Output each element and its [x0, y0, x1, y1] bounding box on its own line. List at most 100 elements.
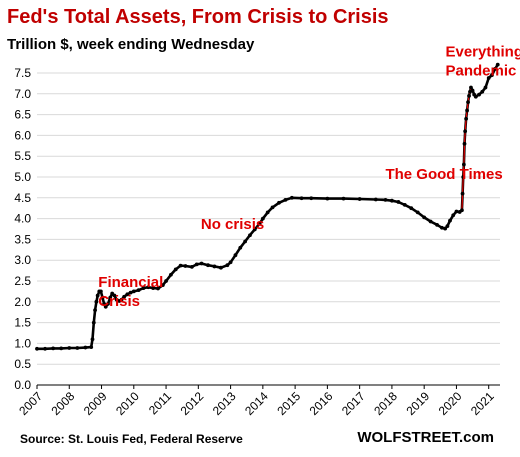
- data-point: [309, 196, 314, 201]
- data-point: [100, 295, 105, 300]
- x-tick-label: 2019: [403, 389, 432, 418]
- data-point: [194, 262, 199, 267]
- x-tick-label: 2015: [274, 389, 303, 418]
- data-point: [422, 215, 427, 220]
- data-point: [325, 196, 330, 201]
- x-tick-label: 2009: [81, 389, 110, 418]
- data-point: [75, 346, 80, 350]
- annotation-label: Pandemic: [445, 62, 516, 79]
- data-point: [228, 260, 233, 265]
- data-point: [435, 222, 439, 227]
- chart-subtitle: Trillion $, week ending Wednesday: [7, 36, 255, 53]
- data-point: [383, 197, 388, 202]
- data-point: [493, 66, 498, 71]
- x-tick-label: 2014: [242, 389, 271, 418]
- annotation-label: The Good Times: [385, 166, 502, 183]
- data-point: [141, 286, 146, 290]
- data-point: [51, 346, 56, 351]
- data-point: [463, 129, 468, 134]
- data-point: [289, 195, 294, 200]
- data-point: [473, 94, 478, 99]
- data-point: [270, 205, 275, 210]
- data-point: [168, 272, 173, 277]
- x-tick-label: 2007: [16, 389, 45, 418]
- y-tick-label: 2.5: [14, 274, 31, 288]
- data-point: [409, 206, 414, 211]
- data-point: [108, 295, 113, 300]
- data-point: [357, 197, 362, 201]
- gridlines: [37, 72, 500, 386]
- data-point: [35, 346, 39, 351]
- data-point: [173, 267, 178, 272]
- x-tick-label: 2010: [113, 389, 142, 418]
- data-point: [136, 288, 141, 293]
- data-point: [495, 62, 500, 67]
- data-point: [480, 89, 485, 94]
- y-tick-label: 3.5: [14, 232, 31, 246]
- data-point: [265, 210, 270, 215]
- data-point: [128, 290, 133, 295]
- data-point: [212, 264, 217, 269]
- data-point: [93, 308, 97, 313]
- data-point: [94, 299, 99, 304]
- chart-title: Fed's Total Assets, From Crisis to Crisi…: [7, 6, 389, 28]
- data-point: [112, 293, 117, 298]
- data-point: [83, 345, 88, 350]
- data-point: [233, 253, 238, 258]
- data-point: [428, 219, 433, 224]
- data-point: [445, 224, 450, 228]
- y-tick-label: 1.5: [14, 316, 31, 330]
- data-point: [91, 320, 96, 325]
- x-tick-label: 2013: [210, 389, 239, 418]
- brand-label: WOLFSTREET.com: [357, 429, 494, 446]
- data-point: [440, 225, 444, 230]
- data-point: [98, 289, 103, 294]
- y-tick-label: 0.0: [14, 378, 31, 392]
- data-point: [67, 346, 72, 350]
- data-point: [390, 198, 394, 203]
- x-tick-label: 2017: [339, 389, 368, 418]
- data-point: [199, 261, 204, 266]
- x-tick-label: 2020: [436, 389, 465, 418]
- y-tick-label: 5.5: [14, 149, 31, 163]
- y-tick-label: 6.5: [14, 108, 31, 122]
- y-tick-label: 3.0: [14, 253, 31, 267]
- data-point: [95, 293, 100, 298]
- x-tick-label: 2012: [178, 389, 207, 418]
- y-axis: 0.0 0.5 1.0 1.5 2.0 2.5 3.0 3.5 4.0 4.5 5.0 5.5 6.0 6…: [14, 66, 31, 392]
- data-point: [451, 213, 456, 218]
- y-tick-label: 5.0: [14, 170, 31, 184]
- y-tick-label: 7.0: [14, 87, 31, 101]
- annotation-label: No crisis: [201, 216, 264, 233]
- data-point: [448, 218, 452, 223]
- data-point: [277, 200, 281, 205]
- data-point: [131, 289, 136, 294]
- data-point: [252, 227, 257, 232]
- y-tick-label: 7.5: [14, 66, 31, 80]
- data-point: [260, 216, 265, 221]
- y-tick-label: 6.0: [14, 128, 31, 142]
- data-point: [146, 285, 151, 290]
- data-point: [490, 73, 494, 77]
- x-tick-label: 2016: [307, 389, 336, 418]
- data-point: [119, 297, 124, 302]
- data-point: [483, 85, 488, 90]
- data-point: [219, 265, 223, 270]
- data-point: [102, 301, 107, 306]
- x-tick-label: 2018: [371, 389, 400, 418]
- data-point: [467, 93, 471, 98]
- data-point: [454, 209, 459, 214]
- data-point: [122, 294, 127, 299]
- y-tick-label: 2.0: [14, 295, 31, 309]
- series-total-assets: [35, 62, 500, 351]
- data-point: [486, 76, 491, 80]
- data-point: [160, 283, 165, 288]
- data-point: [283, 197, 288, 202]
- data-point: [164, 279, 168, 283]
- data-point: [299, 196, 304, 201]
- y-tick-label: 4.5: [14, 191, 31, 205]
- data-point: [477, 92, 481, 97]
- data-point: [43, 346, 47, 351]
- data-point: [206, 263, 210, 268]
